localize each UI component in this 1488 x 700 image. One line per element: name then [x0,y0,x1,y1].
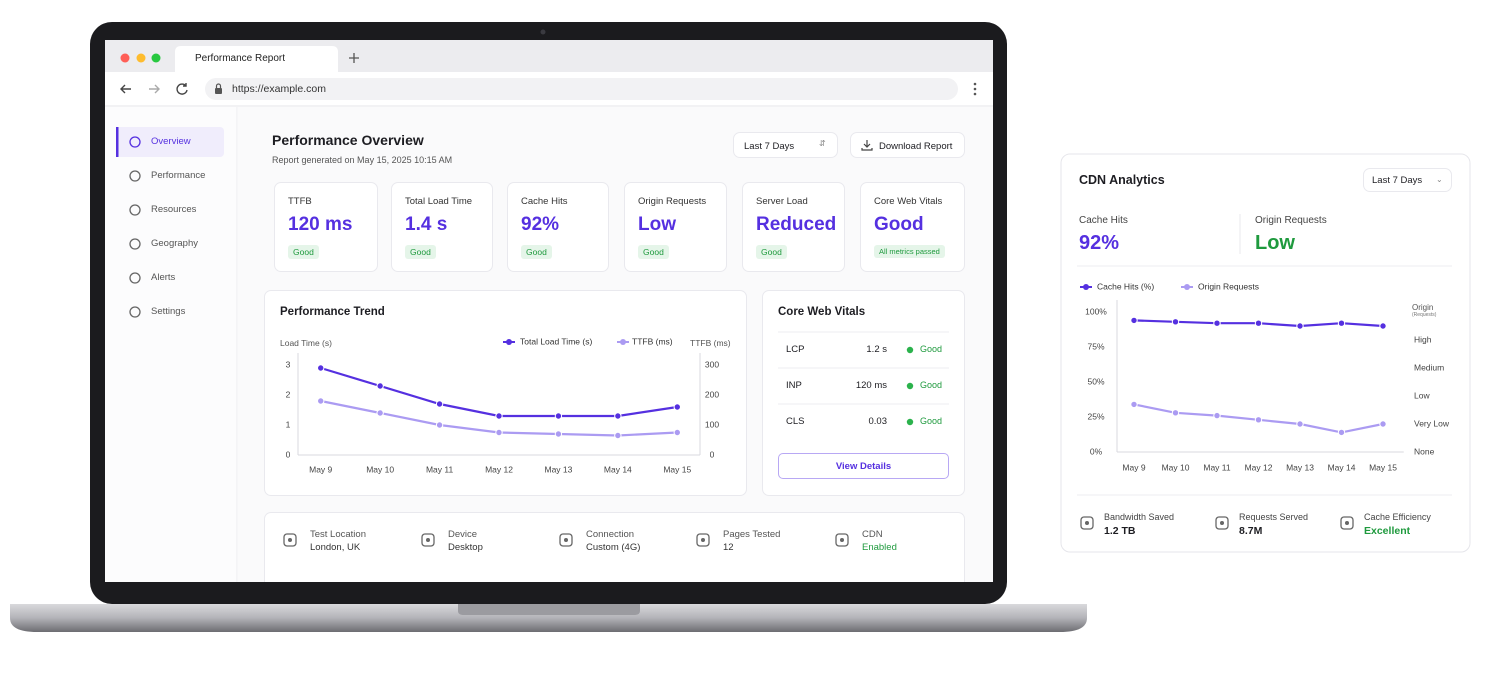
info-label: Device [448,529,478,540]
metric-label: Total Load Time [405,196,473,207]
info-bar [264,512,965,582]
forward-button[interactable] [149,84,160,94]
cdn-footer-value: 1.2 TB [1104,525,1136,537]
info-label: CDN [862,529,883,540]
vital-status: Good [920,416,943,426]
trend-y-label: Load Time (s) [280,338,332,348]
info-label: Test Location [310,529,366,540]
lock-shackle [215,83,222,88]
metric-label: Origin Requests [638,196,707,207]
info-label: Pages Tested [723,529,781,540]
cdn-panel [1060,153,1471,553]
metric-value: 1.4 s [405,214,448,235]
vital-name: CLS [786,416,805,427]
metric-value: Good [874,214,924,235]
nav-item[interactable]: Settings [151,306,186,317]
nav-item[interactable]: Geography [151,238,199,249]
metric-value: 92% [521,214,560,235]
vitals-title: Core Web Vitals [778,306,866,318]
info-value: Enabled [862,542,897,553]
cdn-footer-label: Requests Served [1239,512,1309,522]
url[interactable]: https://example.com [232,83,326,95]
page-title: Performance Overview [272,132,424,148]
metric-label: TTFB [288,196,312,207]
sidebar-bg [105,107,237,582]
new-tab[interactable] [349,53,359,63]
chevron: ⇵ [819,139,826,148]
download-text[interactable]: Download Report [879,141,953,152]
cdn-stat-value: Low [1255,232,1295,254]
cdn-stat-label: Cache Hits [1079,215,1128,226]
window-close[interactable] [120,53,130,63]
vital-status: Good [920,380,943,390]
active-nav-bg [116,127,224,157]
address-bar[interactable] [205,78,958,100]
metric-label: Cache Hits [521,196,568,207]
metric-label: Core Web Vitals [874,196,943,207]
camera [540,29,546,35]
cdn-stat-value: 92% [1079,232,1120,254]
cdn-range-text[interactable]: Last 7 Days [1372,175,1423,186]
trend-card [264,290,747,496]
info-label: Connection [586,529,635,540]
cdn-range card[interactable] [1363,168,1452,192]
view-details-button[interactable] [778,453,949,479]
metric-status: Good [288,245,319,259]
metric-status: All metrics passed [874,245,945,258]
lock-icon [215,88,222,94]
chevron: ⌄ [1436,175,1443,184]
metric-status: Good [756,245,787,259]
cdn-y2-sublabel: (Requests) [1412,312,1437,318]
metric-status: Good [638,245,669,259]
nav-item[interactable]: Alerts [151,272,176,283]
cdn-footer-value: 8.7M [1239,525,1263,537]
view-details-text[interactable]: View Details [835,461,892,472]
cdn-footer-label: Bandwidth Saved [1104,512,1175,522]
cdn-y2-label: Origin [1412,303,1434,312]
trend-y2-label: TTFB (ms) [690,338,731,348]
metric-value: Reduced [756,214,837,235]
nav-item[interactable]: Resources [151,204,197,215]
metric-status: Good [405,245,436,259]
vital-name: LCP [786,344,805,355]
cdn-footer-value: Excellent [1364,525,1411,537]
info-value: 12 [723,542,734,553]
metric-value: 120 ms [288,214,353,235]
window-minimize[interactable] [136,53,146,63]
info-value: Custom (4G) [586,542,641,553]
laptop-base [10,604,1087,632]
metric-status: Good [521,245,552,259]
vital-value: 1.2 s [866,344,887,355]
menu-button[interactable] [973,82,977,96]
active-nav-indicator [116,127,119,157]
nav-item[interactable]: Overview [151,136,191,147]
range-select-text[interactable]: Last 7 Days [744,141,795,152]
vital-value: 120 ms [855,380,887,391]
cdn-stat-label: Origin Requests [1255,215,1327,226]
metric-value: Low [638,214,676,235]
tab[interactable] [175,46,338,72]
metric-label: Server Load [756,196,808,207]
trend-title: Performance Trend [280,306,385,318]
reload-button[interactable] [176,83,188,95]
back-button[interactable] [120,84,131,94]
vital-value: 0.03 [868,416,888,427]
page-subtitle: Report generated on May 15, 2025 10:15 A… [272,155,453,165]
vital-name: INP [786,380,802,391]
window-maximize[interactable] [151,53,161,63]
info-value: London, UK [310,542,361,553]
nav-item[interactable]: Performance [151,170,206,181]
cdn-title: CDN Analytics [1079,173,1165,187]
base-notch [458,604,640,615]
cdn-footer-label: Cache Efficiency [1364,512,1431,522]
range-select card[interactable] [733,132,838,158]
vital-status: Good [920,344,943,354]
tab-title[interactable]: Performance Report [195,53,286,64]
info-value: Desktop [448,542,483,553]
